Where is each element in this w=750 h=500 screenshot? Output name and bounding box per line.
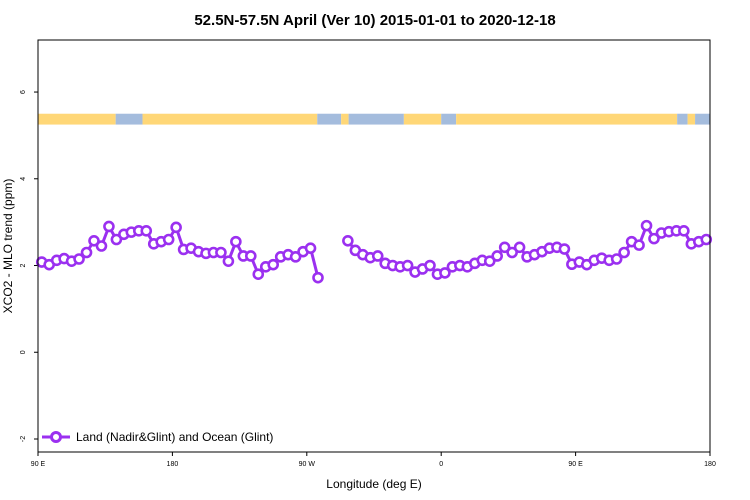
data-point bbox=[498, 241, 511, 254]
x-tick-label: 90 E bbox=[31, 461, 46, 468]
land-band-segment bbox=[456, 113, 678, 125]
data-point bbox=[483, 255, 496, 267]
data-point bbox=[103, 220, 115, 233]
legend-marker bbox=[50, 431, 62, 443]
data-point bbox=[215, 246, 227, 259]
y-tick-label: 2 bbox=[20, 263, 27, 267]
data-point bbox=[610, 253, 623, 265]
legend: Land (Nadir&Glint) and Ocean (Glint) bbox=[42, 430, 273, 444]
data-point bbox=[678, 225, 690, 237]
series-markers bbox=[35, 219, 713, 284]
data-point bbox=[558, 243, 571, 255]
data-point bbox=[267, 258, 280, 271]
data-point bbox=[618, 246, 630, 259]
data-point bbox=[648, 232, 660, 245]
x-tick-label: 180 bbox=[704, 461, 716, 468]
ocean-band-segment bbox=[677, 113, 688, 125]
y-axis-title: XCO2 - MLO trend (ppm) bbox=[1, 179, 15, 314]
data-point bbox=[513, 241, 526, 254]
data-point bbox=[506, 246, 518, 259]
x-tick-label: 90 W bbox=[299, 461, 316, 468]
data-point bbox=[371, 250, 384, 262]
data-point bbox=[700, 233, 713, 246]
data-point bbox=[633, 239, 645, 251]
x-tick-label: 90 E bbox=[568, 461, 583, 468]
data-point bbox=[312, 271, 324, 284]
data-point bbox=[304, 242, 317, 254]
x-tick-label: 0 bbox=[439, 461, 443, 468]
y-tick-label: 4 bbox=[20, 177, 27, 181]
data-point bbox=[230, 235, 242, 248]
legend-label: Land (Nadir&Glint) and Ocean (Glint) bbox=[76, 430, 273, 444]
data-point bbox=[95, 240, 108, 252]
data-point bbox=[245, 250, 257, 262]
land-band-segment bbox=[341, 113, 349, 125]
x-axis-title: Longitude (deg E) bbox=[326, 477, 421, 491]
plot-frame bbox=[37, 39, 711, 453]
y-tick-label: -2 bbox=[20, 436, 27, 442]
data-point bbox=[252, 268, 265, 280]
data-point bbox=[170, 221, 182, 234]
data-point bbox=[401, 259, 414, 272]
data-point bbox=[222, 255, 235, 267]
data-point bbox=[80, 246, 93, 259]
land-ocean-band bbox=[38, 113, 710, 125]
x-tick-label: 180 bbox=[167, 461, 179, 468]
data-point bbox=[88, 234, 100, 247]
data-point bbox=[289, 251, 302, 263]
ocean-band-segment bbox=[348, 113, 404, 125]
y-tick-label: 0 bbox=[20, 350, 27, 354]
data-point bbox=[424, 259, 436, 272]
y-tick-label: 6 bbox=[20, 90, 27, 94]
data-point bbox=[342, 234, 354, 247]
land-band-segment bbox=[403, 113, 442, 125]
ocean-band-segment bbox=[441, 113, 457, 125]
land-band-segment bbox=[687, 113, 696, 125]
data-point bbox=[73, 253, 85, 265]
data-point bbox=[491, 250, 504, 262]
ocean-band-segment bbox=[695, 113, 710, 125]
data-point bbox=[140, 225, 153, 237]
chart-title: 52.5N-57.5N April (Ver 10) 2015-01-01 to… bbox=[194, 12, 555, 29]
land-band-segment bbox=[142, 113, 318, 125]
data-point bbox=[110, 233, 123, 246]
ocean-band-segment bbox=[317, 113, 342, 125]
ocean-band-segment bbox=[115, 113, 143, 125]
data-point bbox=[162, 233, 175, 246]
data-point bbox=[439, 267, 451, 279]
x-axis: 90 E 180 90 W 0 90 E 180 bbox=[31, 452, 716, 468]
data-point bbox=[640, 219, 653, 232]
y-axis: -2 0 2 4 6 bbox=[20, 90, 38, 442]
land-band-segment bbox=[38, 113, 116, 125]
